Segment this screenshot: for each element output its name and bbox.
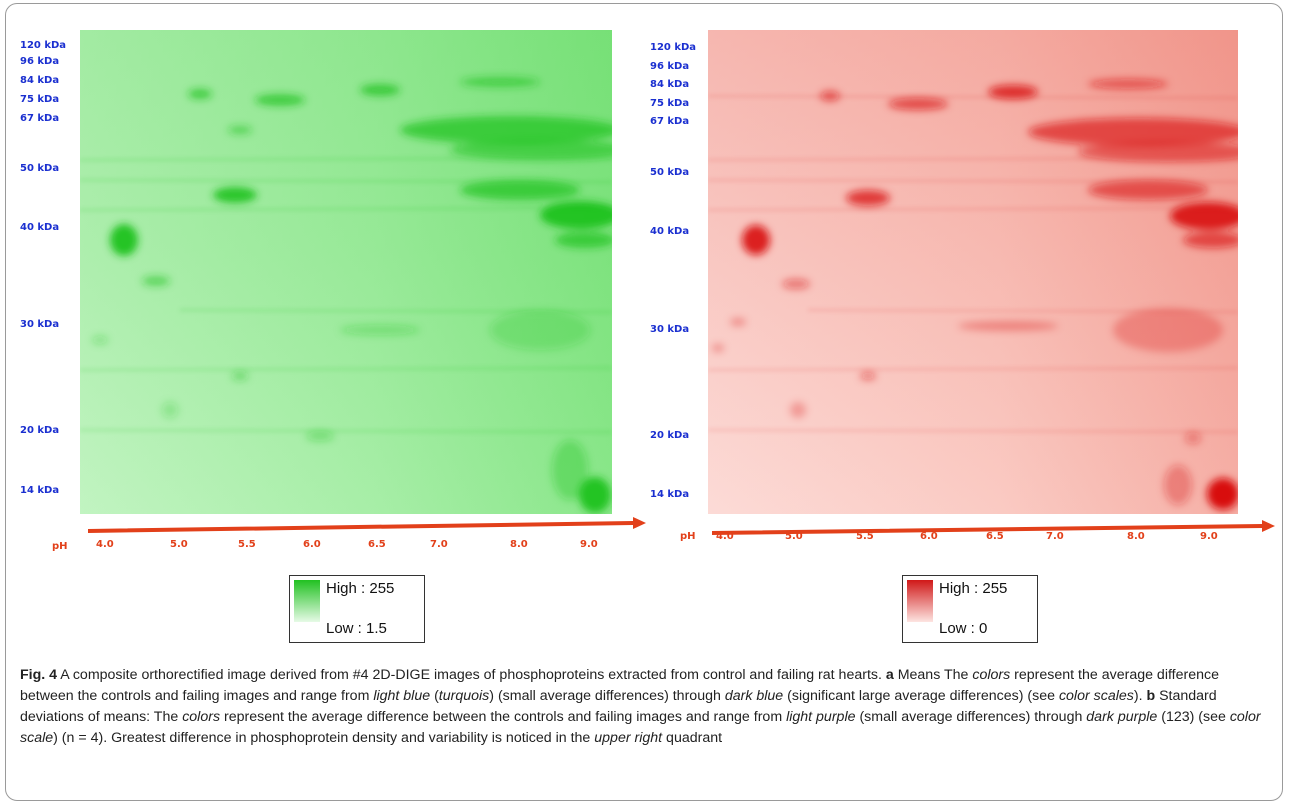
- ph-tick: 4.0: [716, 531, 734, 542]
- caption-italic: color scale: [20, 709, 1261, 746]
- color-scale-bar: [907, 580, 933, 622]
- mw-label-14: 14 kDa: [20, 485, 60, 496]
- mw-label-50: 50 kDa: [20, 163, 60, 174]
- panel-a: 120 kDa 96 kDa 84 kDa 75 kDa 67 kDa 50 k…: [0, 0, 646, 660]
- panel-b-label: b: [1146, 688, 1156, 704]
- mw-label-75: 75 kDa: [650, 98, 690, 109]
- ph-tick: 5.5: [238, 539, 256, 550]
- caption-italic: color scales: [1058, 688, 1134, 704]
- ph-tick: 8.0: [1127, 531, 1145, 542]
- ph-tick: 5.0: [170, 539, 188, 550]
- color-scale-high: High : 255: [939, 580, 1008, 597]
- caption-italic: turquois: [438, 688, 490, 704]
- mw-label-96: 96 kDa: [20, 56, 60, 67]
- color-scale-bar: [294, 580, 320, 622]
- caption-italic: dark blue: [724, 688, 784, 704]
- mw-label-20: 20 kDa: [650, 430, 690, 441]
- ph-tick: 7.0: [430, 539, 448, 550]
- mw-label-96: 96 kDa: [650, 61, 690, 72]
- figure-caption: Fig. 4 A composite orthorectified image …: [20, 665, 1272, 749]
- panel-b: 120 kDa 96 kDa 84 kDa 75 kDa 67 kDa 50 k…: [650, 30, 1275, 643]
- mw-label-20: 20 kDa: [20, 425, 60, 436]
- ph-tick: 9.0: [1200, 531, 1218, 542]
- mw-label-84: 84 kDa: [650, 79, 690, 90]
- caption-italic: dark purple: [1086, 709, 1158, 725]
- ph-label: pH: [52, 541, 68, 552]
- mw-label-84: 84 kDa: [20, 75, 60, 86]
- ph-tick: 6.5: [368, 539, 386, 550]
- mw-label-40: 40 kDa: [650, 226, 690, 237]
- figure-label: Fig. 4: [20, 667, 58, 683]
- caption-text: (123) (see: [1157, 709, 1230, 725]
- gel-image-b: [708, 30, 1238, 514]
- ph-arrow-b: [712, 520, 1275, 535]
- mw-label-50: 50 kDa: [650, 167, 690, 178]
- ph-tick: 5.0: [785, 531, 803, 542]
- caption-italic: light purple: [786, 709, 856, 725]
- color-scale-a: High : 255 Low : 1.5: [289, 575, 425, 643]
- mw-label-30: 30 kDa: [20, 319, 60, 330]
- ph-tick: 9.0: [580, 539, 598, 550]
- figure-frame: [5, 3, 1283, 801]
- caption-text: (significant large average differences) …: [783, 688, 1059, 704]
- caption-text: represent the average difference between…: [220, 709, 787, 725]
- caption-text: Means The: [893, 667, 973, 683]
- panel-a-label: a: [885, 667, 894, 683]
- ph-arrow-a: [88, 517, 646, 533]
- mw-label-120: 120 kDa: [650, 42, 697, 53]
- mw-label-75: 75 kDa: [20, 94, 60, 105]
- mw-label-30: 30 kDa: [650, 324, 690, 335]
- caption-italic: light blue: [373, 688, 431, 704]
- mw-label-14: 14 kDa: [650, 489, 690, 500]
- caption-text: Standard deviations of means: The: [20, 688, 1217, 725]
- mw-label-67: 67 kDa: [20, 113, 60, 124]
- caption-text: ) (small average differences) through: [489, 688, 725, 704]
- ph-tick: 6.5: [986, 531, 1004, 542]
- mw-label-40: 40 kDa: [20, 222, 60, 233]
- color-scale-low: Low : 0: [939, 620, 988, 637]
- color-scale-b: High : 255 Low : 0: [902, 575, 1038, 643]
- caption-text: A composite orthorectified image derived…: [57, 667, 886, 683]
- gel-image-a: [80, 30, 612, 514]
- mw-label-67: 67 kDa: [650, 116, 690, 127]
- ph-tick: 6.0: [303, 539, 321, 550]
- mw-label-120: 120 kDa: [20, 40, 67, 51]
- caption-text: quadrant: [662, 730, 723, 746]
- caption-italic: upper right: [594, 730, 663, 746]
- caption-text: represent the average difference between…: [20, 667, 1219, 704]
- ph-tick: 8.0: [510, 539, 528, 550]
- caption-italic: colors: [182, 709, 221, 725]
- color-scale-low: Low : 1.5: [326, 620, 387, 637]
- caption-italic: colors: [972, 667, 1011, 683]
- ph-tick: 5.5: [856, 531, 874, 542]
- color-scale-high: High : 255: [326, 580, 395, 597]
- ph-tick: 7.0: [1046, 531, 1064, 542]
- caption-text: ) (n = 4). Greatest difference in phosph…: [53, 730, 595, 746]
- ph-tick: 6.0: [920, 531, 938, 542]
- caption-text: (: [430, 688, 439, 704]
- ph-tick: 4.0: [96, 539, 114, 550]
- caption-text: (small average differences) through: [855, 709, 1087, 725]
- ph-label: pH: [680, 531, 696, 542]
- caption-text: ).: [1133, 688, 1147, 704]
